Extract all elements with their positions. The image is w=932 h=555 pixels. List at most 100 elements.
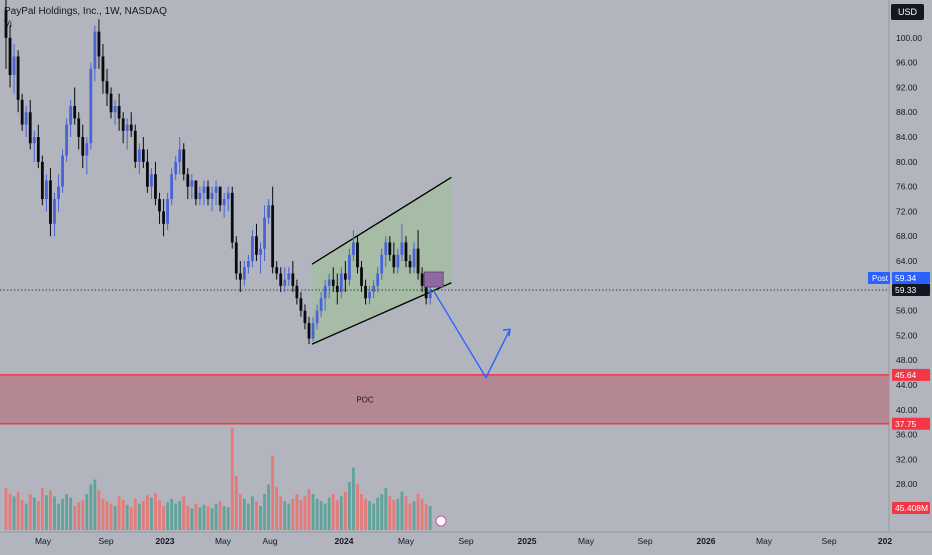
volume-bar [105,501,109,530]
volume-bar [182,496,186,530]
candle [12,44,16,94]
time-axis-tick: Sep [637,536,652,546]
price-axis-tick: 84.00 [896,132,918,142]
volume-bar [198,507,202,530]
candle [40,155,44,206]
candle-body [275,267,279,274]
volume-bar [218,501,222,530]
candle-body [113,106,117,113]
candle [121,112,125,144]
volume-bar [57,503,60,530]
candle [396,248,400,274]
candle-body [352,242,355,255]
volume-value-label: 45.408M [895,503,928,513]
volume-bar [186,506,190,530]
candle [222,192,226,218]
candle-body [368,292,371,299]
volume-bar [137,503,141,530]
candle [408,254,412,274]
price-axis-tick: 56.00 [896,306,918,316]
volume-bar [380,494,384,530]
candle-body [73,106,77,119]
candle-body [150,174,153,187]
candle [339,267,343,299]
poc-zone [0,374,889,424]
candle-body [45,180,48,200]
candle-body [154,174,157,200]
candle-body [186,174,190,187]
candle-body [380,254,384,274]
volume-bar [20,500,24,530]
poc-zone-label: POC [356,395,374,404]
volume-bar [368,501,371,530]
volume-bar [271,455,275,530]
volume-bar [335,500,339,530]
price-axis-tick: 32.00 [896,454,918,464]
candle-body [348,254,351,280]
candle-body [49,180,52,224]
volume-bar [303,496,307,530]
candle [392,242,396,274]
candle [420,267,424,293]
volume-bar [384,488,388,530]
candle [267,199,270,224]
candle [331,267,335,293]
price-axis-tick: 92.00 [896,82,918,92]
candle-body [360,267,363,286]
candle-series [4,0,432,345]
candle-body [178,149,182,162]
candle-body [198,192,202,200]
candle [360,261,363,293]
candle [400,223,404,262]
candle-body [8,37,12,76]
candle [85,137,89,175]
volume-bar [343,491,347,530]
volume-bar [49,490,52,530]
volume-bar [133,498,137,530]
candle [234,236,238,280]
candle [45,174,48,212]
candle-body [206,186,210,200]
candle-body [133,130,137,162]
candle [113,99,117,125]
candle [105,68,109,107]
candle [348,248,351,286]
candle [226,186,230,212]
candle [271,186,275,274]
time-axis-tick: May [215,536,232,546]
candle [117,93,121,131]
time-axis-tick: Sep [458,536,473,546]
candle [210,186,214,212]
candle-body [146,161,149,187]
candle [93,25,97,82]
price-axis-tick: 68.00 [896,231,918,241]
candle-body [190,180,194,187]
currency-button[interactable]: USD [891,4,924,20]
volume-bar [113,506,117,530]
time-axis-tick: May [578,536,595,546]
candle [311,316,315,342]
candle [242,261,246,286]
candle-body [174,161,178,175]
candle [327,273,331,299]
candle [279,267,283,293]
candle-body [428,290,432,299]
volume-bar [154,492,157,530]
candle-body [388,242,392,255]
volume-bar [202,504,206,530]
price-axis-tick: 76.00 [896,182,918,192]
candle [154,161,157,206]
price-axis-tick: 72.00 [896,206,918,216]
volume-bar [101,498,105,530]
volume-bar [259,506,262,530]
volume-bar [65,494,68,530]
candle-body [81,137,85,156]
candle-body [218,186,222,206]
volume-bar [170,498,174,530]
candle [352,230,355,262]
candle [16,50,20,113]
volume-bar [319,501,323,530]
candle-body [259,248,262,255]
